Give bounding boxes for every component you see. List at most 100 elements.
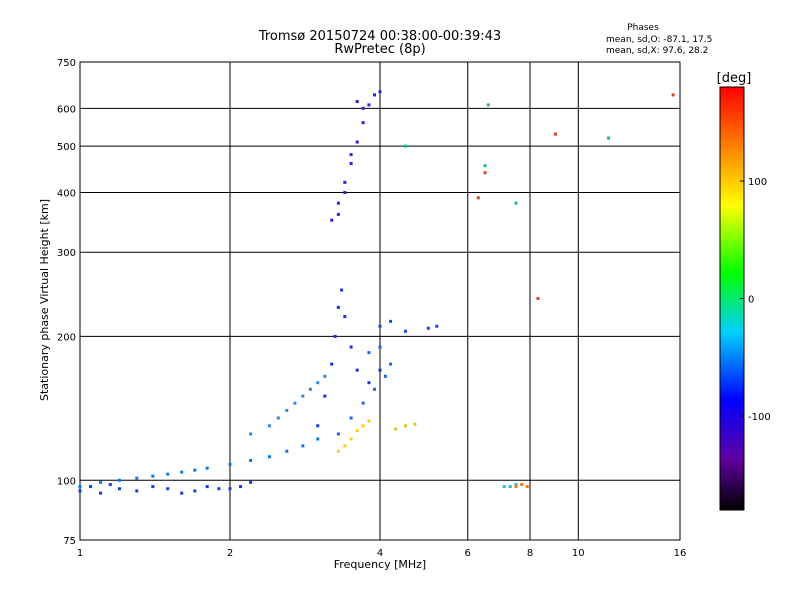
y-tick-label: 200 [57,332,76,343]
data-point [483,171,487,175]
y-tick-label: 750 [57,58,76,69]
data-point [355,429,359,433]
data-point [378,90,382,94]
data-point [336,201,340,205]
data-point [249,480,253,484]
x-tick-label: 6 [465,548,471,559]
data-point [553,132,557,136]
y-ticks: 75 100 200 300 400 500 600 750 [57,58,76,547]
x-tick-label: 10 [572,548,585,559]
data-point [293,401,297,405]
data-point [403,144,407,148]
y-tick-label: 600 [57,104,76,115]
data-point [367,351,371,355]
data-point [249,458,253,462]
data-point [367,381,371,385]
stats-heading: Phases [627,23,659,33]
data-point [514,201,518,205]
data-point [343,190,347,194]
y-tick-label: 100 [57,476,76,487]
x-ticks: 1 2 4 6 8 10 16 [77,548,687,559]
data-point [193,489,197,493]
data-point [316,424,320,428]
data-point [78,489,82,493]
data-point [151,474,155,478]
data-point [193,468,197,472]
data-point [166,487,170,491]
data-point [389,362,393,366]
gridlines [80,62,680,540]
data-point [378,368,382,372]
data-point [151,485,155,489]
data-point [343,180,347,184]
data-point [394,427,398,431]
x-tick-label: 2 [227,548,233,559]
y-tick-label: 300 [57,248,76,259]
data-point [166,472,170,476]
x-tick-label: 8 [527,548,533,559]
data-point [89,485,93,489]
colorbar-ticks: 100 0 -100 [740,177,771,423]
data-point [78,485,82,489]
data-point [217,487,221,491]
data-point [483,164,487,168]
y-tick-label: 400 [57,188,76,199]
data-point [323,394,327,398]
data-point [520,482,524,486]
data-point [343,444,347,448]
data-point [330,362,334,366]
stats-line-o: mean, sd,O: -87.1, 17.5 [606,35,712,45]
data-point [403,329,407,333]
colorbar: [deg] 100 0 -100 [717,71,771,511]
data-point [276,416,280,420]
data-point [301,444,305,448]
y-tick-label: 500 [57,142,76,153]
data-point [349,161,353,165]
data-point [525,485,529,489]
data-point [308,387,312,391]
x-axis-label: Frequency [MHz] [334,558,426,571]
stats-line-x: mean, sd,X: 97.6, 28.2 [606,46,708,56]
data-point [205,485,209,489]
data-point [108,482,112,486]
data-point [361,424,365,428]
data-point [316,381,320,385]
data-point [228,487,232,491]
data-point [316,437,320,441]
data-point [373,93,377,97]
data-point [323,374,327,378]
colorbar-label: [deg] [717,71,752,86]
data-point [135,489,139,493]
data-point [349,345,353,349]
x-tick-label: 1 [77,548,83,559]
data-point [349,416,353,420]
data-point [249,432,253,436]
colorbar-tick-label: 100 [748,177,767,188]
data-point [607,136,611,140]
data-point [228,462,232,466]
y-tick-label: 75 [63,536,76,547]
data-point [378,324,382,328]
data-point [336,305,340,309]
chart-subtitle: RwPretec (8p) [334,42,425,57]
data-point [340,288,344,292]
data-point [267,455,271,459]
data-point [403,424,407,428]
data-point [99,480,103,484]
data-point [361,401,365,405]
data-point [349,437,353,441]
data-point [285,408,289,412]
data-point [373,387,377,391]
data-point [99,491,103,495]
data-point [239,485,243,489]
data-point [336,449,340,453]
data-point [514,485,518,489]
data-point [508,485,512,489]
y-axis-label: Stationary phase Virtual Height [km] [38,199,51,401]
data-point [367,419,371,423]
x-tick-label: 16 [674,548,687,559]
data-point [336,212,340,216]
data-point [486,103,490,107]
data-point [378,345,382,349]
